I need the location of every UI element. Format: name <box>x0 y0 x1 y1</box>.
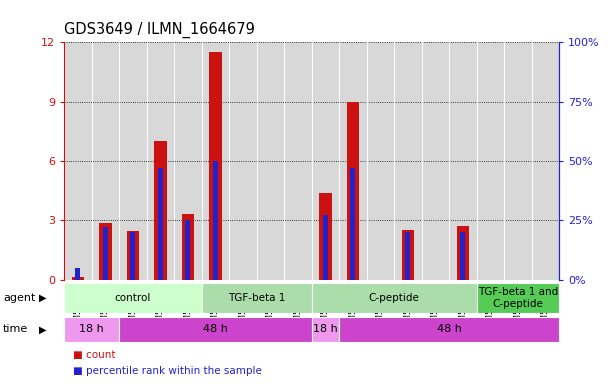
Text: TGF-beta 1 and
C-peptide: TGF-beta 1 and C-peptide <box>478 287 558 309</box>
Bar <box>103 227 108 280</box>
Bar <box>319 192 332 280</box>
Bar <box>401 230 414 280</box>
Bar <box>346 101 359 280</box>
Text: agent: agent <box>3 293 35 303</box>
Bar <box>323 215 328 280</box>
Bar <box>312 317 339 342</box>
Text: TGF-beta 1: TGF-beta 1 <box>228 293 285 303</box>
Bar <box>213 161 218 280</box>
Bar <box>64 317 119 342</box>
Bar <box>350 168 356 280</box>
Bar <box>181 214 194 280</box>
Text: 18 h: 18 h <box>79 324 104 334</box>
Bar <box>64 283 202 313</box>
Bar <box>477 283 559 313</box>
Text: 18 h: 18 h <box>313 324 338 334</box>
Text: ■ count: ■ count <box>73 350 116 360</box>
Text: time: time <box>3 324 28 334</box>
Bar <box>312 283 477 313</box>
Text: control: control <box>115 293 151 303</box>
Text: ▶: ▶ <box>38 324 46 334</box>
Text: GDS3649 / ILMN_1664679: GDS3649 / ILMN_1664679 <box>64 22 255 38</box>
Text: 48 h: 48 h <box>203 324 228 334</box>
Bar <box>339 317 559 342</box>
Bar <box>154 141 167 280</box>
Text: 48 h: 48 h <box>437 324 461 334</box>
Text: ■ percentile rank within the sample: ■ percentile rank within the sample <box>73 366 262 376</box>
Bar <box>75 268 81 280</box>
Bar <box>71 276 84 280</box>
Text: ▶: ▶ <box>38 293 46 303</box>
Bar <box>185 220 191 280</box>
Bar <box>456 226 469 280</box>
Bar <box>460 232 466 280</box>
Bar <box>130 232 136 280</box>
Bar <box>158 168 163 280</box>
Bar <box>99 223 112 280</box>
Bar <box>119 317 312 342</box>
Text: C-peptide: C-peptide <box>368 293 420 303</box>
Bar <box>405 232 411 280</box>
Bar <box>209 52 222 280</box>
Bar <box>126 231 139 280</box>
Bar <box>202 283 312 313</box>
